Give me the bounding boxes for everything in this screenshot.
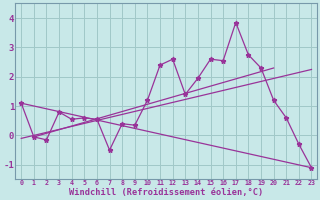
X-axis label: Windchill (Refroidissement éolien,°C): Windchill (Refroidissement éolien,°C) bbox=[68, 188, 263, 197]
